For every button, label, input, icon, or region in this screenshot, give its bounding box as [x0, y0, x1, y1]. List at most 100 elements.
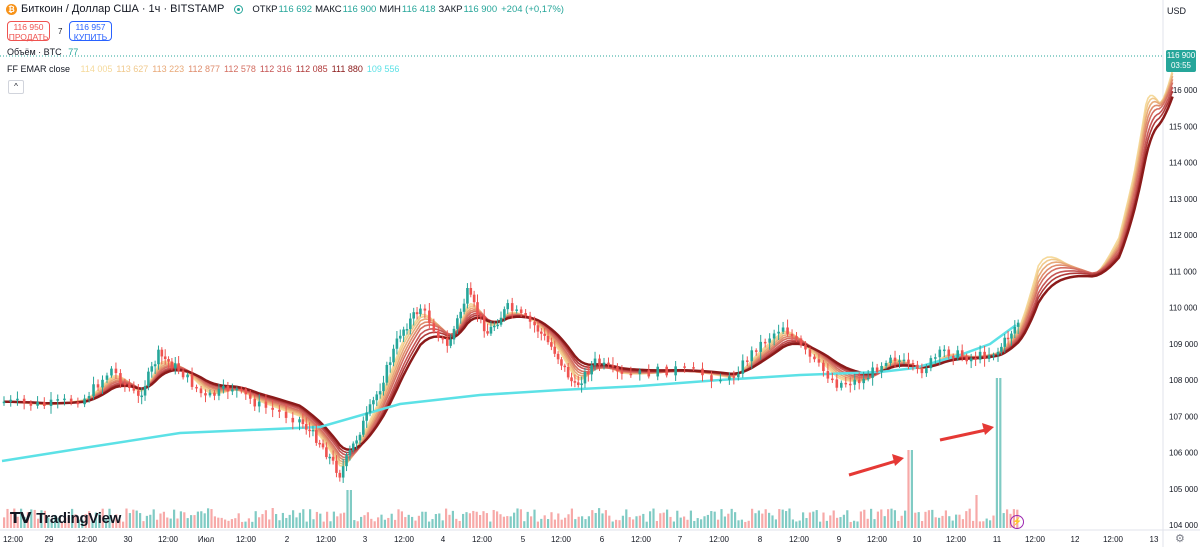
candle — [741, 360, 745, 374]
candle — [884, 363, 888, 366]
candle — [956, 350, 960, 359]
volume-bar — [676, 510, 679, 528]
candle — [737, 373, 740, 378]
volume-bar — [999, 378, 1002, 528]
volume-bar — [808, 512, 811, 528]
candle — [395, 338, 399, 349]
volume-bar — [672, 521, 675, 528]
candle — [503, 309, 506, 318]
candle — [902, 359, 906, 362]
candle — [576, 382, 580, 386]
volume-bar — [564, 517, 567, 528]
ema-legend[interactable]: FF EMAR close 114 005 113 627 113 223 112 8… — [7, 64, 399, 74]
candle — [916, 364, 919, 369]
candle — [536, 325, 540, 332]
candle — [308, 429, 311, 432]
x-tick-label: 4 — [441, 535, 446, 544]
symbol-title[interactable]: Биткоин / Доллар США · 1ч · BITSTAMP — [21, 3, 225, 15]
open-value: 116 692 — [278, 3, 313, 15]
tradingview-logo[interactable]: 𝗧𝗩 TradingView — [10, 509, 121, 528]
volume-bar — [785, 511, 788, 528]
candle — [1016, 322, 1020, 327]
volume-bar — [149, 514, 152, 528]
volume-bar — [924, 511, 927, 528]
volume-bar — [179, 511, 182, 528]
volume-bar — [679, 517, 682, 528]
candle — [153, 364, 157, 367]
volume-bar — [982, 521, 985, 528]
volume-bar — [866, 518, 869, 528]
volume-bar — [815, 510, 818, 528]
collapse-legend-button[interactable]: ^ — [8, 80, 24, 94]
currency-selector[interactable]: USD — [1166, 6, 1186, 16]
y-tick-label: 116 000 — [1169, 86, 1198, 95]
volume-bar — [951, 520, 954, 528]
buy-button[interactable]: 116 957 КУПИТЬ — [69, 21, 112, 41]
volume-bar — [839, 517, 842, 528]
volume-bar — [781, 509, 784, 528]
candle — [978, 351, 982, 360]
volume-bar — [220, 517, 223, 528]
volume-bar — [349, 490, 352, 528]
x-tick-label: 12:00 — [1025, 535, 1046, 544]
volume-bar — [200, 511, 203, 528]
candle — [728, 376, 731, 380]
volume-bar — [394, 519, 397, 528]
volume-bar — [594, 512, 597, 528]
candle — [271, 407, 274, 410]
y-tick-label: 113 000 — [1169, 195, 1198, 204]
candle — [942, 349, 946, 352]
candle — [208, 392, 212, 396]
x-tick-label: 12:00 — [1103, 535, 1124, 544]
gear-icon[interactable]: ⚙ — [1175, 533, 1185, 545]
volume-bar — [812, 511, 815, 528]
candle — [372, 400, 375, 405]
candle — [799, 338, 803, 345]
candle — [772, 333, 776, 339]
candle — [105, 375, 109, 380]
x-tick-label: 12:00 — [236, 535, 257, 544]
volume-bar — [196, 511, 199, 528]
x-tick-label: 12:00 — [789, 535, 810, 544]
volume-bar — [275, 514, 278, 528]
volume-bar — [829, 515, 832, 528]
y-tick-label: 105 000 — [1169, 485, 1198, 494]
candle — [157, 349, 160, 365]
candle — [96, 384, 100, 388]
candle — [476, 302, 479, 315]
sell-button[interactable]: 116 950 ПРОДАТЬ — [7, 21, 50, 41]
volume-bar — [686, 519, 689, 528]
annotation-arrowhead — [892, 454, 904, 466]
volume-bar — [135, 510, 138, 528]
candle — [479, 314, 483, 317]
volume-bar — [166, 517, 169, 528]
volume-bar — [47, 517, 50, 528]
volume-bar — [285, 517, 288, 528]
volume-bar — [604, 510, 607, 528]
volume-bar — [941, 515, 944, 528]
candle — [114, 368, 118, 374]
volume-bar — [652, 508, 655, 528]
volume-bar — [278, 520, 281, 528]
lightning-icon[interactable]: ⚡ — [1010, 515, 1024, 529]
volume-legend[interactable]: Объём · BTC 77 — [7, 47, 78, 57]
candle — [732, 376, 736, 378]
volume-bar — [509, 516, 512, 528]
volume-bar — [499, 514, 502, 528]
y-tick-label: 109 000 — [1169, 340, 1198, 349]
candle — [786, 327, 789, 334]
open-label: ОТКР — [252, 3, 278, 15]
volume-bar — [995, 378, 998, 528]
volume-bar — [3, 517, 6, 528]
candle — [602, 362, 606, 366]
volume-bar — [530, 516, 533, 528]
x-tick-label: 11 — [993, 535, 1002, 544]
candle — [419, 308, 422, 315]
volume-bar — [730, 508, 733, 528]
candle — [22, 398, 26, 403]
candle — [318, 442, 321, 445]
ema-value-5: 112 578 — [224, 64, 256, 74]
volume-bar — [377, 517, 380, 528]
candle — [590, 365, 593, 375]
